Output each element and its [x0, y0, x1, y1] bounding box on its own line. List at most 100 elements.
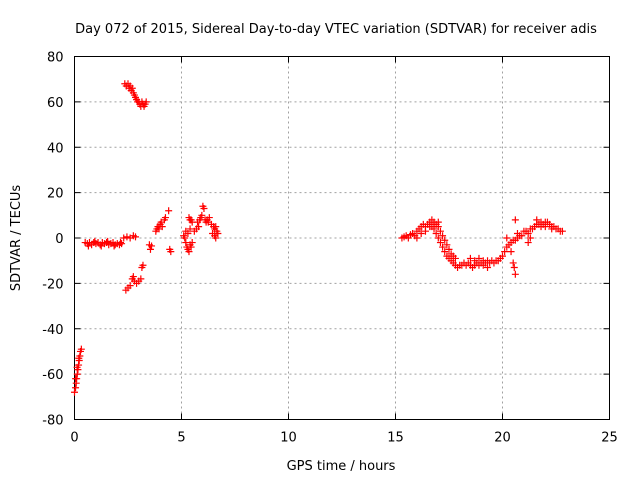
- data-point: [434, 234, 442, 242]
- y-tick-label: 20: [47, 187, 64, 202]
- data-point: [466, 254, 474, 262]
- chart-title: Day 072 of 2015, Sidereal Day-to-day VTE…: [75, 22, 597, 37]
- data-point: [439, 243, 447, 251]
- x-tick-labels: 0 5 10 15 20 25: [70, 431, 617, 446]
- data-point: [511, 270, 519, 278]
- data-point: [432, 229, 440, 237]
- data-point: [72, 375, 80, 383]
- data-point: [198, 211, 206, 219]
- data-point: [185, 248, 193, 256]
- data-point: [195, 223, 203, 231]
- data-point: [524, 229, 532, 237]
- data-point: [501, 248, 509, 256]
- data-point: [503, 234, 511, 242]
- y-axis-label: SDTVAR / TECUs: [9, 185, 24, 292]
- y-tick-label: -60: [42, 368, 63, 383]
- data-point: [510, 263, 518, 271]
- x-tick-label: 5: [177, 431, 185, 446]
- x-axis-label: GPS time / hours: [287, 459, 396, 474]
- data-point: [158, 223, 166, 231]
- data-point: [131, 233, 139, 241]
- data-point: [118, 240, 126, 248]
- data-point: [212, 234, 220, 242]
- data-point: [120, 234, 128, 242]
- data-point: [181, 234, 189, 242]
- data-point: [73, 363, 81, 371]
- data-point: [117, 239, 125, 247]
- data-point: [511, 216, 519, 224]
- data-point: [84, 242, 92, 250]
- data-point: [184, 229, 192, 237]
- x-tick-label: 0: [70, 431, 78, 446]
- data-point: [110, 242, 118, 250]
- y-tick-label: -20: [42, 277, 63, 292]
- y-tick-label: -80: [42, 414, 63, 429]
- data-point: [434, 218, 442, 226]
- data-point: [430, 225, 438, 233]
- data-point: [524, 239, 532, 247]
- data-point: [148, 242, 156, 250]
- data-point: [128, 84, 136, 92]
- data-point: [558, 227, 566, 235]
- y-tick-labels: -80 -60 -40 -20 0 20 40 60 80: [42, 51, 63, 429]
- data-point: [475, 254, 483, 262]
- data-points: [71, 80, 566, 396]
- data-point: [413, 234, 421, 242]
- data-point: [142, 98, 150, 106]
- data-point: [187, 243, 195, 251]
- x-tick-label: 20: [494, 431, 511, 446]
- data-point: [200, 205, 208, 213]
- data-point: [188, 239, 196, 247]
- data-point: [75, 354, 83, 362]
- data-point: [209, 229, 217, 237]
- data-point: [182, 239, 190, 247]
- data-point: [97, 242, 105, 250]
- data-point: [73, 370, 81, 378]
- data-point: [441, 248, 449, 256]
- data-point: [507, 248, 515, 256]
- plot-frame: [74, 56, 610, 420]
- data-point: [139, 261, 147, 269]
- data-point: [484, 263, 492, 271]
- data-point: [417, 229, 425, 237]
- data-point: [161, 214, 169, 222]
- data-point: [513, 229, 521, 237]
- data-point: [441, 236, 449, 244]
- data-point: [123, 233, 131, 241]
- data-point: [451, 254, 459, 262]
- data-point: [509, 259, 517, 267]
- y-tick-label: -40: [42, 323, 63, 338]
- data-point: [518, 232, 526, 240]
- data-point: [137, 275, 145, 283]
- data-point: [212, 223, 220, 231]
- data-point: [479, 261, 487, 269]
- y-tick-label: 40: [47, 141, 64, 156]
- data-point: [205, 214, 213, 222]
- data-point: [186, 225, 194, 233]
- data-point: [167, 248, 175, 256]
- data-point: [71, 388, 78, 396]
- data-point: [77, 345, 85, 353]
- data-point: [165, 207, 173, 215]
- data-point: [439, 232, 447, 240]
- data-point: [445, 245, 453, 253]
- data-point: [537, 218, 545, 226]
- y-tick-label: 80: [47, 51, 64, 66]
- data-point: [471, 257, 479, 265]
- data-point: [541, 223, 549, 231]
- data-point: [443, 241, 451, 249]
- data-point: [436, 227, 444, 235]
- y-tick-label: 60: [47, 96, 64, 111]
- y-tick-label: 0: [55, 232, 63, 247]
- data-point: [104, 237, 112, 245]
- data-point: [548, 225, 556, 233]
- data-point: [526, 234, 534, 242]
- data-point: [436, 239, 444, 247]
- data-point: [129, 273, 137, 281]
- x-tick-label: 10: [280, 431, 297, 446]
- data-point: [72, 384, 80, 392]
- data-point: [533, 216, 541, 224]
- data-point: [499, 252, 506, 260]
- x-tick-label: 25: [601, 431, 618, 446]
